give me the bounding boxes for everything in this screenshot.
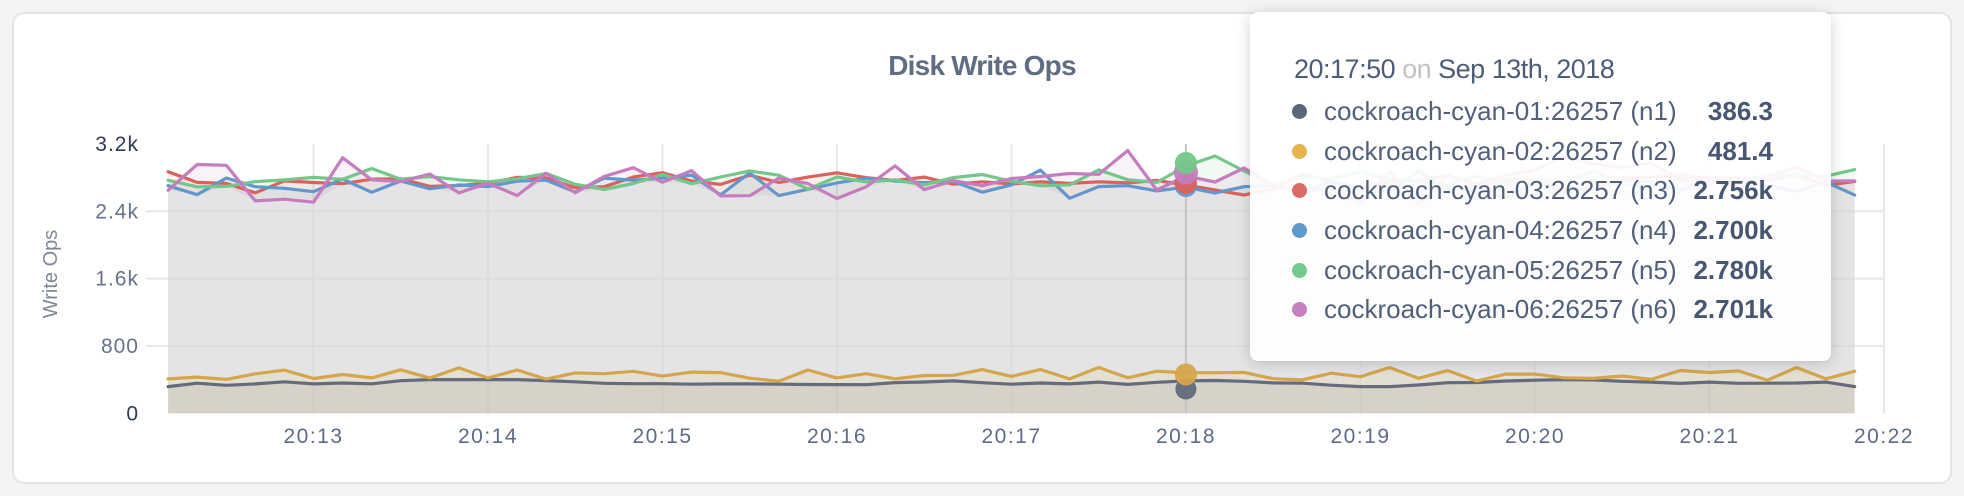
svg-text:20:14: 20:14 bbox=[458, 425, 518, 448]
svg-text:20:21: 20:21 bbox=[1679, 425, 1739, 448]
svg-text:1.6k: 1.6k bbox=[95, 268, 139, 291]
svg-text:3.2k: 3.2k bbox=[95, 133, 139, 156]
svg-text:20:20: 20:20 bbox=[1505, 425, 1565, 448]
svg-text:20:18: 20:18 bbox=[1156, 425, 1216, 448]
svg-text:20:19: 20:19 bbox=[1330, 425, 1390, 448]
svg-text:Write Ops: Write Ops bbox=[40, 230, 62, 319]
svg-text:20:17: 20:17 bbox=[981, 425, 1041, 448]
svg-text:20:13: 20:13 bbox=[283, 425, 343, 448]
svg-text:2.4k: 2.4k bbox=[95, 200, 139, 223]
svg-text:20:22: 20:22 bbox=[1854, 425, 1914, 448]
svg-text:0: 0 bbox=[126, 402, 139, 425]
svg-text:20:16: 20:16 bbox=[807, 425, 867, 448]
svg-text:800: 800 bbox=[101, 335, 139, 358]
svg-text:20:15: 20:15 bbox=[632, 425, 692, 448]
